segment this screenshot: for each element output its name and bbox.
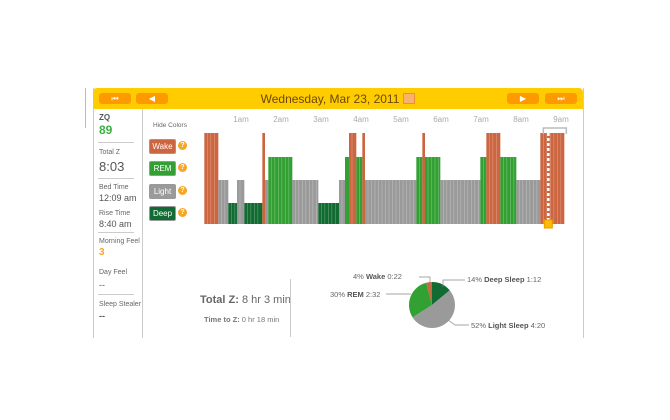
pie-leader-line bbox=[447, 319, 469, 326]
stats-sidebar: ZQ 89 Total Z 8:03 Bed Time 12:09 am Ris… bbox=[93, 109, 143, 338]
total-z-summary-label: Total Z: bbox=[200, 294, 239, 306]
sleep-stealer-label: Sleep Stealer bbox=[99, 301, 142, 308]
stage-bar-rem bbox=[500, 157, 517, 224]
tick-label: 7am bbox=[473, 115, 489, 124]
bed-time-label: Bed Time bbox=[99, 184, 129, 191]
stage-bar-wake bbox=[540, 133, 565, 224]
stage-bar-light bbox=[292, 180, 319, 224]
left-divider bbox=[85, 88, 86, 128]
tick-label: 4am bbox=[353, 115, 369, 124]
divider bbox=[98, 142, 134, 143]
last-day-button[interactable]: ⏭ bbox=[545, 93, 577, 104]
stage-bar-rem bbox=[480, 157, 487, 224]
total-z-value: 8:03 bbox=[99, 159, 125, 174]
sleep-stealer-value[interactable]: -- bbox=[99, 311, 105, 321]
main-panel bbox=[93, 88, 584, 338]
pie-leader-line bbox=[419, 276, 431, 285]
help-icon[interactable]: ? bbox=[178, 163, 187, 172]
morning-feel-label: Morning Feel bbox=[99, 238, 140, 245]
pie-slice bbox=[432, 282, 450, 305]
pie-leader-line bbox=[442, 279, 465, 287]
stage-bar-wake bbox=[262, 133, 265, 224]
rise-time-value: 8:40 am bbox=[99, 219, 132, 229]
day-feel-value[interactable]: -- bbox=[99, 280, 105, 290]
pie-slice bbox=[426, 282, 432, 305]
stage-bar-rem bbox=[425, 157, 441, 224]
stage-bar-rem bbox=[345, 157, 349, 224]
stage-bar-deep bbox=[228, 203, 237, 224]
next-day-button[interactable]: ▶ bbox=[507, 93, 539, 104]
hypnogram-chart[interactable] bbox=[0, 0, 670, 240]
pie-label-rem: 30% REM 2:32 bbox=[330, 290, 381, 299]
prev-day-button[interactable]: ◀ bbox=[136, 93, 168, 104]
stage-bar-light bbox=[365, 180, 417, 224]
tick-label: 2am bbox=[273, 115, 289, 124]
legend-rem: REM bbox=[149, 161, 176, 176]
time-to-z-value: 0 hr 18 min bbox=[241, 315, 280, 324]
pie-label-wake: 4% Wake 0:22 bbox=[353, 272, 402, 281]
pie-slice bbox=[408, 282, 432, 318]
stage-bar-light bbox=[218, 180, 229, 224]
stage-bar-rem bbox=[268, 157, 293, 224]
divider bbox=[98, 232, 134, 233]
tick-label: 1am bbox=[233, 115, 249, 124]
legend-deep: Deep bbox=[149, 206, 176, 221]
time-to-z-label: Time to Z: bbox=[204, 315, 240, 324]
tick-label: 9am bbox=[553, 115, 569, 124]
stage-bar-light bbox=[265, 180, 269, 224]
date-title: Wednesday, Mar 23, 2011 bbox=[93, 92, 583, 106]
divider bbox=[98, 178, 134, 179]
legend-wake: Wake bbox=[149, 139, 176, 154]
zq-value: 89 bbox=[99, 123, 113, 137]
hide-colors-link[interactable]: Hide Colors bbox=[153, 122, 187, 129]
legend-light: Light bbox=[149, 184, 176, 199]
stage-bar-deep bbox=[244, 203, 263, 224]
zq-label: ZQ bbox=[99, 113, 111, 122]
stage-bar-rem bbox=[356, 157, 363, 224]
first-day-button[interactable]: ⏮ bbox=[99, 93, 131, 104]
date-header: ⏮ ◀ Wednesday, Mar 23, 2011 ▶ ⏭ bbox=[93, 88, 583, 109]
tick-label: 8am bbox=[513, 115, 529, 124]
summary-divider bbox=[290, 279, 291, 337]
help-icon[interactable]: ? bbox=[178, 186, 187, 195]
stage-bar-wake bbox=[204, 133, 219, 224]
divider bbox=[98, 294, 134, 295]
stage-bar-wake bbox=[486, 133, 501, 224]
stage-bar-wake bbox=[349, 133, 357, 224]
tick-label: 5am bbox=[393, 115, 409, 124]
stage-bar-wake bbox=[362, 133, 365, 224]
total-z-summary-value: 8 hr 3 min bbox=[241, 294, 291, 306]
marker-bracket bbox=[542, 127, 568, 134]
tick-label: 6am bbox=[433, 115, 449, 124]
help-icon[interactable]: ? bbox=[178, 208, 187, 217]
stage-bar-wake bbox=[422, 133, 425, 224]
rise-time-label: Rise Time bbox=[99, 210, 131, 217]
total-z-label: Total Z bbox=[99, 149, 121, 156]
tick-label: 3am bbox=[313, 115, 329, 124]
calendar-icon[interactable] bbox=[403, 93, 416, 104]
stage-bar-light bbox=[237, 180, 245, 224]
time-marker-handle[interactable] bbox=[543, 219, 553, 229]
morning-feel-value[interactable]: 3 bbox=[99, 247, 105, 258]
stage-bar-light bbox=[516, 180, 541, 224]
stage-bar-light bbox=[339, 180, 345, 224]
bed-time-value: 12:09 am bbox=[99, 193, 137, 203]
day-feel-label: Day Feel bbox=[99, 269, 128, 276]
date-text: Wednesday, Mar 23, 2011 bbox=[260, 92, 400, 106]
total-z-summary: Total Z: 8 hr 3 min bbox=[200, 294, 291, 306]
time-to-z: Time to Z: 0 hr 18 min bbox=[204, 315, 279, 324]
stage-bar-deep bbox=[318, 203, 339, 224]
stage-bar-light bbox=[440, 180, 481, 224]
stage-bar-rem bbox=[416, 157, 423, 224]
help-icon[interactable]: ? bbox=[178, 141, 187, 150]
pie-label-deep: 14% Deep Sleep 1:12 bbox=[467, 275, 542, 284]
pie-slice bbox=[412, 290, 455, 329]
pie-label-light: 52% Light Sleep 4:20 bbox=[471, 321, 546, 330]
